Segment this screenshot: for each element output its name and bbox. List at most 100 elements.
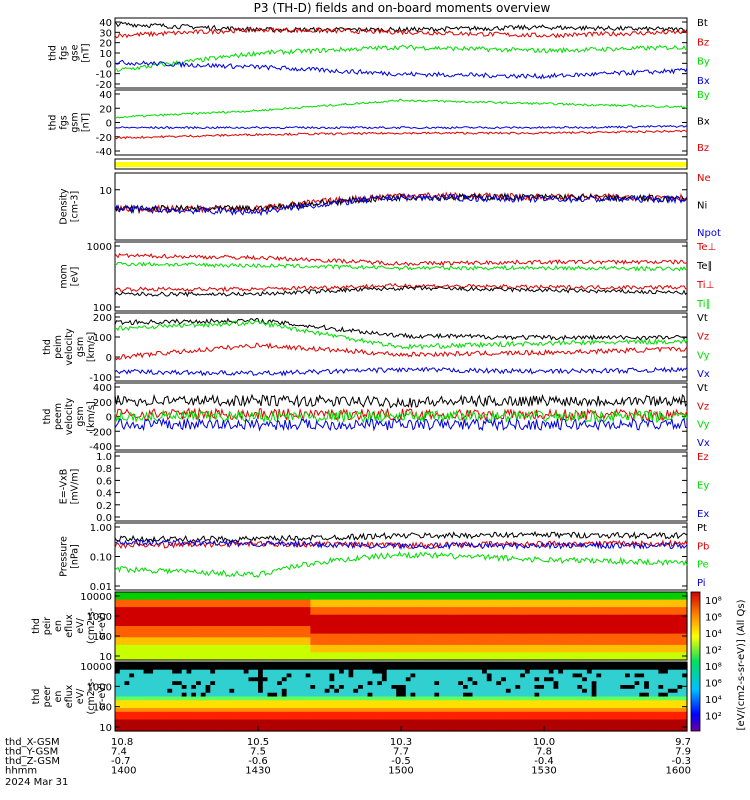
spectrogram-cell	[424, 681, 431, 686]
spectrogram-cell	[205, 685, 211, 690]
spectrogram-cell	[563, 704, 569, 709]
spectrogram-cell	[315, 614, 321, 620]
spectrogram-cell	[682, 637, 688, 642]
legend-entry: Vt	[697, 313, 708, 324]
spectrogram-cell	[157, 648, 164, 654]
spectrogram-cell	[501, 610, 507, 616]
spectrogram-cell	[429, 700, 435, 705]
spectrogram-cell	[563, 633, 569, 638]
y-axis-label: thdpeimvelocitygsm[km/s]	[42, 328, 97, 366]
spectrogram-cell	[157, 665, 164, 671]
spectrogram-cell	[210, 704, 216, 709]
spectrogram-cell	[172, 708, 178, 713]
spectrogram-cell	[429, 607, 435, 612]
spectrogram-cell	[448, 607, 455, 612]
spectrogram-cell	[286, 641, 292, 646]
spectrogram-cell	[682, 673, 688, 678]
spectrogram-cell	[377, 662, 383, 667]
spectrogram-cell	[567, 681, 574, 686]
spectrogram-cell	[606, 629, 612, 635]
spectrogram-cell	[396, 662, 402, 667]
spectrogram-cell	[291, 673, 297, 678]
spectrogram-cell	[157, 708, 164, 713]
spectrogram-cell	[172, 644, 178, 650]
spectrogram-cell	[196, 719, 202, 724]
spectrogram-cell	[391, 592, 397, 597]
spectrogram-cell	[644, 648, 650, 654]
spectrogram-cell	[477, 688, 483, 694]
y-tick-label: 10	[99, 186, 112, 197]
spectrogram-cell	[644, 704, 650, 709]
spectrogram-cell	[191, 603, 197, 608]
spectrogram-cell	[639, 607, 645, 612]
spectrogram-cell	[267, 665, 273, 671]
spectrogram-cell	[544, 692, 550, 698]
spectrogram-cell	[134, 719, 140, 724]
spectrogram-cell	[329, 662, 335, 667]
spectrogram-cell	[362, 629, 369, 635]
spectrogram-cell	[277, 677, 283, 682]
spectrogram-cell	[658, 723, 664, 728]
spectrogram-cell	[496, 618, 502, 623]
spectrogram-cell	[172, 719, 178, 724]
spectrogram-cell	[572, 595, 578, 601]
spectrogram-cell	[486, 592, 493, 597]
spectrogram-cell	[677, 626, 683, 631]
spectrogram-cell	[358, 711, 364, 717]
spectrogram-cell	[401, 665, 407, 671]
spectrogram-cell	[238, 637, 245, 642]
spectrogram-cell	[572, 614, 578, 620]
spectrogram-cell	[291, 677, 297, 682]
spectrogram-cell	[377, 669, 383, 675]
spectrogram-cell	[591, 711, 598, 717]
spectrogram-cell	[634, 637, 640, 642]
spectrogram-cell	[634, 633, 640, 638]
spectrogram-cell	[663, 685, 669, 690]
spectrogram-cell	[386, 715, 393, 721]
spectrogram-cell	[367, 692, 373, 698]
spectrogram-cell	[667, 656, 674, 661]
spectrogram-cell	[277, 610, 283, 616]
spectrogram-cell	[477, 599, 483, 604]
spectrogram-cell	[372, 685, 378, 690]
spectrogram-cell	[367, 708, 373, 713]
spectrogram-cell	[334, 652, 340, 657]
spectrogram-cell	[677, 629, 683, 635]
spectrogram-cell	[510, 700, 516, 705]
spectrogram-cell	[177, 592, 183, 597]
spectrogram-cell	[248, 592, 254, 597]
spectrogram-cell	[219, 599, 226, 604]
spectrogram-cell	[658, 592, 664, 597]
spectrogram-cell	[663, 723, 669, 728]
spectrogram-cell	[162, 692, 169, 698]
spectrogram-cell	[162, 618, 169, 623]
spectrogram-cell	[229, 603, 235, 608]
spectrogram-cell	[401, 637, 407, 642]
spectrogram-cell	[172, 641, 178, 646]
spectrogram-cell	[238, 652, 245, 657]
spectrogram-cell	[324, 719, 331, 724]
spectrogram-cell	[243, 644, 250, 650]
spectrogram-cell	[305, 700, 312, 705]
spectrogram-cell	[596, 603, 602, 608]
spectrogram-cell	[558, 595, 564, 601]
spectrogram-cell	[439, 723, 445, 728]
spectrogram-cell	[215, 614, 221, 620]
spectrogram-cell	[172, 592, 178, 597]
spectrogram-cell	[482, 708, 488, 713]
spectrogram-cell	[482, 727, 488, 732]
spectrogram-cell	[644, 641, 650, 646]
spectrogram-cell	[482, 665, 488, 671]
spectrogram-cell	[191, 685, 197, 690]
spectrogram-cell	[177, 656, 183, 661]
spectrogram-cell	[320, 648, 326, 654]
spectrogram-cell	[606, 669, 612, 675]
spectrogram-cell	[458, 708, 464, 713]
spectrogram-cell	[320, 607, 326, 612]
spectrogram-cell	[210, 607, 216, 612]
spectrogram-cell	[596, 637, 602, 642]
spectrogram-cell	[296, 700, 302, 705]
spectrogram-cell	[362, 665, 369, 671]
spectrogram-cell	[172, 656, 178, 661]
spectrogram-cell	[620, 629, 626, 635]
